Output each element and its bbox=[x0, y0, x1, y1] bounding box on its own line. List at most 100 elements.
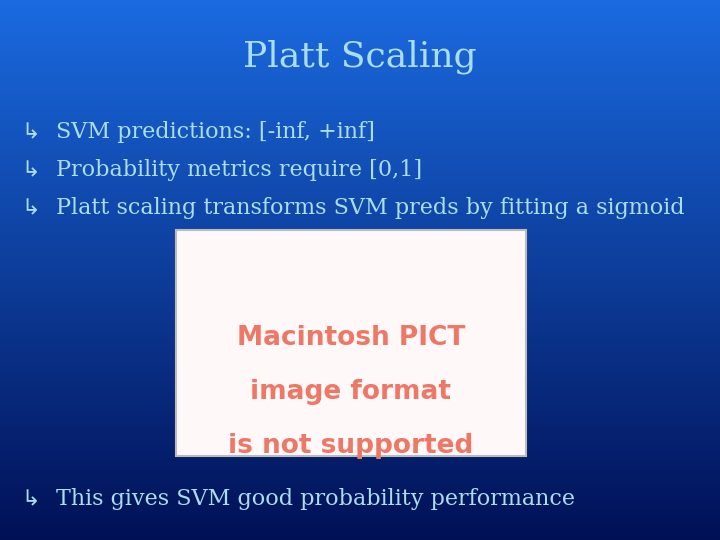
Bar bbox=[0, 90, 720, 92]
Bar bbox=[0, 81, 720, 83]
Bar bbox=[0, 529, 720, 531]
Bar bbox=[0, 349, 720, 351]
Bar bbox=[0, 108, 720, 110]
Bar bbox=[0, 70, 720, 72]
Bar bbox=[0, 486, 720, 488]
Bar bbox=[0, 432, 720, 434]
Bar bbox=[0, 324, 720, 326]
Bar bbox=[0, 353, 720, 355]
Bar bbox=[0, 200, 720, 201]
Bar bbox=[0, 124, 720, 126]
Bar bbox=[0, 258, 720, 259]
Bar bbox=[0, 282, 720, 285]
Bar bbox=[0, 272, 720, 274]
Bar bbox=[0, 520, 720, 522]
Bar bbox=[0, 396, 720, 398]
Bar bbox=[0, 56, 720, 58]
Bar bbox=[0, 470, 720, 471]
Bar bbox=[0, 227, 720, 228]
Bar bbox=[0, 378, 720, 380]
Bar bbox=[0, 374, 720, 376]
Bar bbox=[0, 155, 720, 157]
Bar bbox=[0, 410, 720, 412]
Bar bbox=[0, 126, 720, 128]
Bar bbox=[0, 86, 720, 88]
Bar bbox=[0, 23, 720, 25]
Bar bbox=[0, 319, 720, 320]
Bar bbox=[0, 177, 720, 178]
Text: ↳: ↳ bbox=[22, 122, 40, 143]
Bar bbox=[0, 232, 720, 234]
Bar bbox=[0, 401, 720, 403]
Bar bbox=[0, 131, 720, 133]
Bar bbox=[0, 394, 720, 396]
Bar bbox=[0, 362, 720, 363]
Bar bbox=[0, 482, 720, 484]
Bar bbox=[0, 443, 720, 444]
Bar bbox=[0, 518, 720, 520]
Bar bbox=[0, 38, 720, 39]
Bar bbox=[0, 120, 720, 123]
Bar bbox=[0, 340, 720, 342]
Text: Probability metrics require [0,1]: Probability metrics require [0,1] bbox=[56, 159, 423, 181]
Bar bbox=[0, 209, 720, 211]
Bar bbox=[0, 268, 720, 270]
Bar bbox=[0, 301, 720, 302]
Bar bbox=[0, 29, 720, 31]
Bar bbox=[0, 369, 720, 371]
Bar bbox=[0, 387, 720, 389]
Bar bbox=[0, 515, 720, 517]
Bar bbox=[0, 511, 720, 513]
Bar bbox=[0, 216, 720, 218]
Bar bbox=[0, 290, 720, 292]
Bar bbox=[0, 187, 720, 189]
Bar bbox=[0, 339, 720, 340]
Bar bbox=[0, 425, 720, 427]
Bar bbox=[0, 329, 720, 331]
Bar bbox=[0, 506, 720, 508]
Bar bbox=[0, 83, 720, 85]
Bar bbox=[0, 97, 720, 99]
Bar bbox=[0, 299, 720, 301]
Bar bbox=[0, 448, 720, 450]
Bar bbox=[0, 360, 720, 362]
Bar bbox=[0, 502, 720, 504]
Bar bbox=[0, 139, 720, 140]
Bar bbox=[0, 32, 720, 34]
Bar bbox=[0, 252, 720, 254]
Bar bbox=[0, 376, 720, 378]
Bar bbox=[0, 461, 720, 463]
Bar bbox=[0, 320, 720, 322]
Text: Macintosh PICT: Macintosh PICT bbox=[237, 326, 465, 352]
Bar bbox=[0, 358, 720, 360]
Bar bbox=[0, 189, 720, 191]
Bar bbox=[0, 403, 720, 405]
Bar bbox=[0, 96, 720, 97]
Bar bbox=[0, 304, 720, 306]
Bar bbox=[0, 437, 720, 439]
Bar bbox=[0, 119, 720, 120]
Bar bbox=[0, 488, 720, 490]
Bar bbox=[0, 250, 720, 252]
Bar bbox=[0, 336, 720, 339]
Bar bbox=[0, 166, 720, 167]
Bar bbox=[0, 225, 720, 227]
Bar bbox=[0, 5, 720, 7]
Bar bbox=[0, 309, 720, 312]
Bar bbox=[0, 123, 720, 124]
Bar bbox=[0, 9, 720, 11]
Bar bbox=[0, 475, 720, 477]
Bar bbox=[0, 420, 720, 421]
Bar bbox=[0, 174, 720, 177]
Bar bbox=[0, 36, 720, 38]
Bar bbox=[0, 160, 720, 162]
Bar bbox=[0, 479, 720, 481]
Bar bbox=[0, 204, 720, 205]
Bar bbox=[0, 223, 720, 225]
Bar bbox=[0, 447, 720, 448]
Bar bbox=[0, 279, 720, 281]
Bar bbox=[0, 61, 720, 63]
Bar bbox=[0, 513, 720, 515]
Bar bbox=[0, 234, 720, 236]
Bar bbox=[0, 441, 720, 443]
